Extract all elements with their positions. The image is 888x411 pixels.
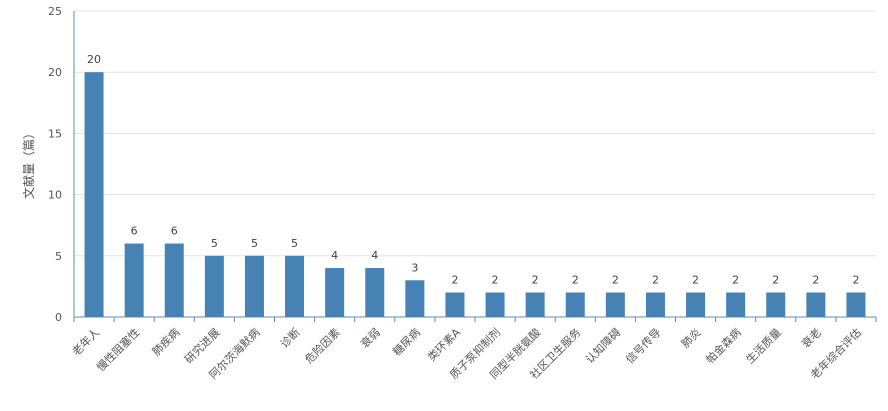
x-category-label: 诊断 <box>277 325 302 350</box>
bar <box>244 255 264 317</box>
bar <box>164 243 184 317</box>
labels: 20老年人6慢性阻塞性6肺疾病5研究进展5阿尔茨海默病5诊断4危险因素4衰弱3糖… <box>69 53 864 382</box>
x-category-label: 帕金森病 <box>703 325 744 366</box>
bar-value-label: 2 <box>492 274 499 287</box>
bar-value-label: 2 <box>772 274 779 287</box>
y-tick-label: 5 <box>55 250 62 263</box>
bar-value-label: 6 <box>171 225 178 238</box>
bar <box>405 280 425 317</box>
x-category-label: 衰老 <box>799 325 824 350</box>
bar <box>565 292 585 317</box>
y-tick-label: 20 <box>48 66 62 79</box>
bar-value-label: 5 <box>251 237 258 250</box>
y-axis-title: 文献量（篇） <box>21 127 36 199</box>
bar-value-label: 5 <box>291 237 298 250</box>
bar-value-label: 2 <box>572 274 579 287</box>
bar <box>204 255 224 317</box>
bar-value-label: 2 <box>852 274 859 287</box>
bar <box>766 292 786 317</box>
bar <box>686 292 706 317</box>
bar <box>645 292 665 317</box>
y-tick-label: 15 <box>48 127 62 140</box>
bar-value-label: 4 <box>371 249 378 262</box>
y-tick-label: 0 <box>55 311 62 324</box>
bar-value-label: 2 <box>612 274 619 287</box>
bar <box>84 72 104 317</box>
x-category-label: 生活质量 <box>743 325 784 366</box>
bar-value-label: 5 <box>211 237 218 250</box>
gridlines <box>74 10 876 257</box>
bar <box>846 292 866 317</box>
x-category-label: 研究进展 <box>181 325 222 366</box>
bar-value-label: 6 <box>131 225 138 238</box>
x-category-label: 糖尿病 <box>390 325 423 358</box>
bar <box>485 292 505 317</box>
bar-value-label: 2 <box>532 274 539 287</box>
x-category-label: 认知障碍 <box>582 325 623 366</box>
x-category-label: 类环素A <box>425 325 464 364</box>
bar <box>445 292 465 317</box>
bar-value-label: 2 <box>692 274 699 287</box>
bar <box>124 243 144 317</box>
x-category-label: 肺疾病 <box>149 325 182 358</box>
x-category-label: 危险因素 <box>302 325 343 366</box>
y-tick-label: 10 <box>48 189 62 202</box>
bar-value-label: 4 <box>331 249 338 262</box>
y-tick-label: 25 <box>48 5 62 18</box>
bar <box>365 268 385 317</box>
bar-value-label: 2 <box>732 274 739 287</box>
bar <box>726 292 746 317</box>
bar <box>605 292 625 317</box>
bar-value-label: 2 <box>652 274 659 287</box>
bar-value-label: 3 <box>411 261 418 274</box>
bar-value-label: 20 <box>87 53 101 66</box>
x-category-label: 慢性阻塞性 <box>93 325 142 374</box>
x-category-label: 衰弱 <box>357 325 382 350</box>
bar-value-label: 2 <box>812 274 819 287</box>
bar <box>525 292 545 317</box>
x-category-label: 信号传导 <box>623 326 663 366</box>
bars <box>84 72 866 317</box>
bar <box>806 292 826 317</box>
x-category-label: 老年人 <box>69 325 102 358</box>
bar <box>325 268 345 317</box>
bar-value-label: 2 <box>451 274 458 287</box>
x-category-label: 肺炎 <box>679 326 704 351</box>
bar <box>285 255 305 317</box>
